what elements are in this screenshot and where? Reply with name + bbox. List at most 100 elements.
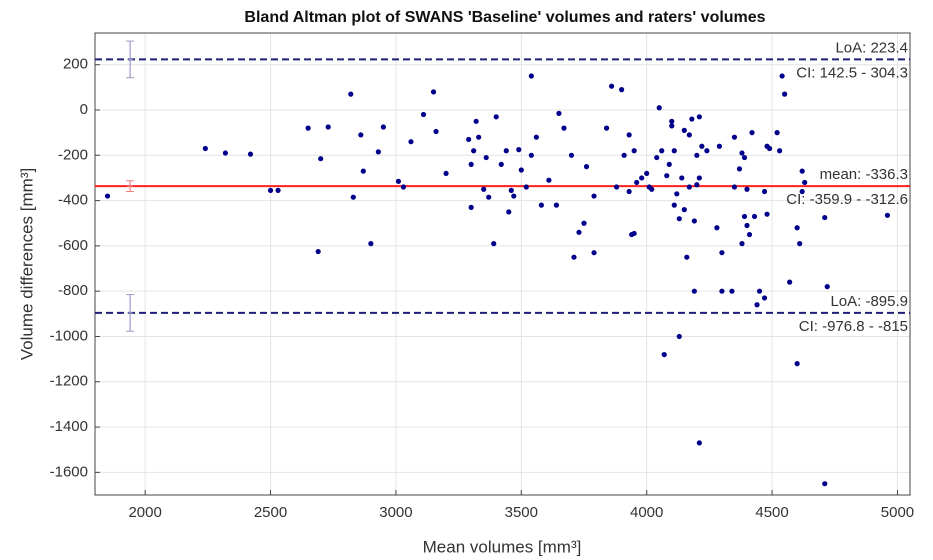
reference-ci-label: CI: -359.9 - -312.6: [786, 191, 908, 208]
data-point: [581, 220, 587, 226]
data-point: [794, 225, 800, 231]
y-tick-label: -200: [58, 146, 88, 163]
chart-title: Bland Altman plot of SWANS 'Baseline' vo…: [244, 9, 765, 26]
data-point: [782, 91, 788, 97]
reference-ci-label: CI: 142.5 - 304.3: [796, 64, 908, 81]
data-point: [719, 288, 725, 294]
data-point: [686, 184, 692, 190]
data-point: [608, 83, 615, 89]
data-point: [744, 222, 750, 229]
y-tick-label: 0: [80, 101, 88, 118]
data-point: [756, 288, 763, 294]
data-point: [568, 152, 575, 158]
data-point: [729, 288, 735, 294]
data-point: [614, 184, 620, 190]
data-point: [556, 110, 562, 116]
data-point: [528, 152, 534, 158]
data-point: [619, 87, 625, 93]
x-tick-label: 5000: [881, 504, 914, 521]
data-point: [583, 164, 590, 170]
data-point: [741, 213, 748, 220]
data-point: [466, 136, 472, 143]
data-point: [696, 114, 702, 120]
y-tick-label: 200: [63, 56, 88, 73]
data-point: [247, 151, 254, 157]
data-point: [468, 161, 474, 167]
data-point: [676, 333, 682, 340]
data-point: [368, 241, 374, 247]
data-point: [506, 209, 512, 215]
data-point: [777, 148, 783, 154]
reference-label: LoA: -895.9: [830, 293, 908, 310]
x-tick-label: 3500: [505, 504, 538, 521]
data-point: [691, 288, 697, 294]
data-point: [686, 132, 692, 138]
data-point: [799, 188, 805, 195]
data-point: [676, 216, 682, 222]
data-point: [315, 248, 321, 255]
data-point: [430, 89, 437, 95]
data-point: [741, 154, 748, 161]
data-point: [471, 148, 477, 154]
data-point: [797, 241, 803, 247]
data-point: [553, 202, 560, 208]
data-point: [799, 168, 805, 174]
data-point: [508, 187, 514, 193]
x-tick-label: 2500: [254, 504, 287, 521]
y-axis-label: Volume differences [mm³]: [17, 168, 36, 360]
data-point: [576, 229, 582, 235]
data-point: [731, 134, 738, 140]
x-axis-label: Mean volumes [mm³]: [423, 537, 582, 556]
data-point: [774, 130, 780, 136]
x-tick-label: 4500: [755, 504, 788, 521]
data-point: [714, 225, 720, 231]
data-point: [731, 184, 738, 190]
data-point: [631, 148, 637, 154]
data-point: [420, 111, 427, 118]
data-point: [659, 148, 665, 154]
data-point: [751, 213, 758, 220]
data-point: [483, 154, 489, 161]
data-point: [802, 179, 808, 186]
data-point: [626, 132, 632, 138]
data-point: [744, 186, 750, 192]
data-point: [408, 139, 414, 145]
data-point: [746, 231, 753, 238]
data-point: [275, 187, 281, 193]
data-point: [794, 361, 800, 367]
data-point: [822, 481, 828, 487]
data-point: [766, 145, 773, 152]
data-point: [222, 150, 228, 156]
data-point: [689, 116, 695, 122]
data-point: [468, 204, 474, 210]
data-point: [754, 302, 760, 308]
data-point: [764, 211, 770, 217]
data-point: [202, 145, 208, 152]
data-point: [325, 124, 331, 130]
data-point: [491, 241, 497, 247]
data-point: [674, 191, 680, 197]
data-point: [694, 182, 700, 188]
data-point: [433, 128, 439, 135]
data-point: [884, 212, 891, 218]
data-point: [661, 351, 667, 358]
data-point: [639, 175, 645, 181]
data-point: [358, 132, 364, 138]
y-tick-label: -1000: [50, 327, 88, 344]
data-point: [395, 178, 402, 184]
data-point: [481, 186, 487, 192]
data-point: [538, 202, 544, 208]
data-point: [649, 186, 655, 192]
data-point: [704, 148, 710, 154]
data-point: [736, 166, 743, 172]
plot-frame: [94, 32, 911, 496]
y-tick-label: -1200: [50, 373, 88, 390]
data-point: [486, 194, 492, 200]
data-point: [493, 114, 499, 120]
data-point: [822, 214, 828, 221]
reference-label: LoA: 223.4: [835, 39, 908, 56]
data-point: [719, 250, 725, 256]
data-point: [669, 118, 675, 124]
data-point: [666, 161, 672, 167]
